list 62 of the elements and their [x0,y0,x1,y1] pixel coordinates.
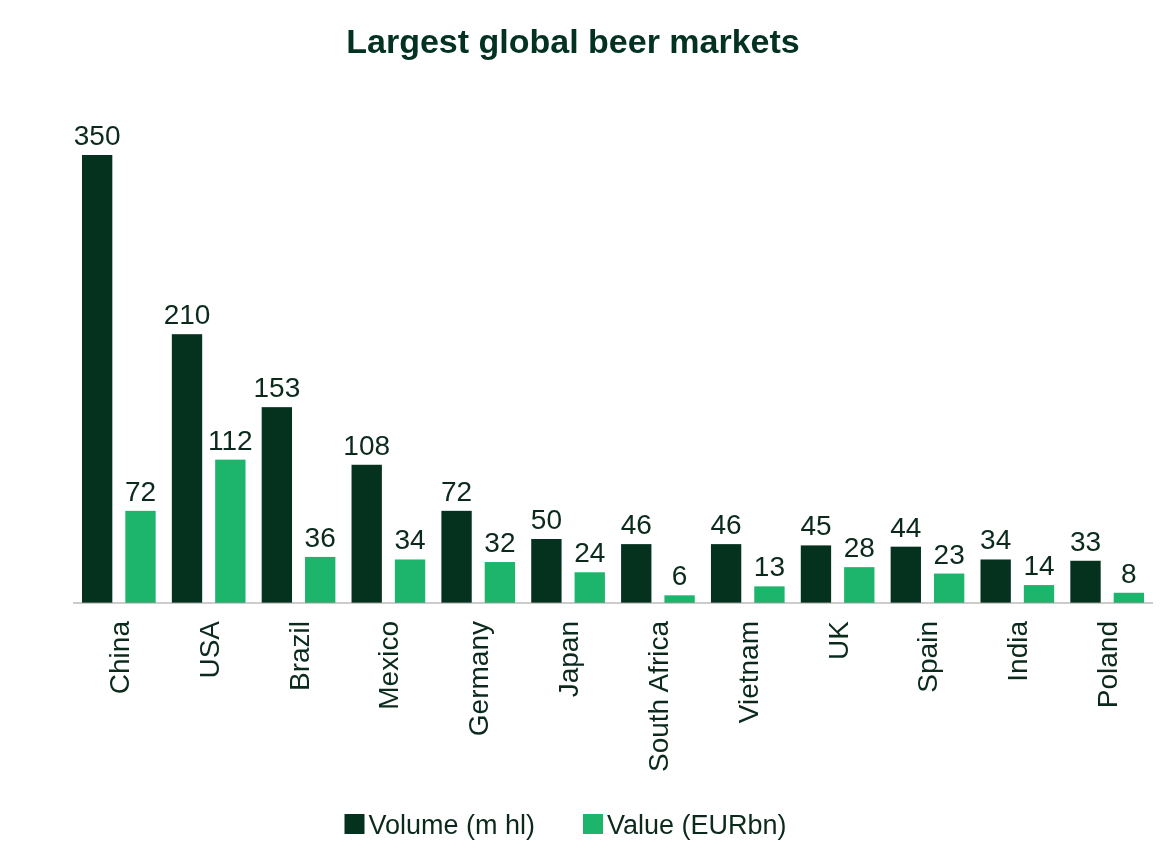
bar [531,539,562,603]
x-tick-label: Spain [912,621,944,693]
data-label: 108 [343,429,391,461]
chart-title: Largest global beer markets [346,22,800,60]
data-label: 14 [1023,550,1055,582]
legend-label: Value (EURbn) [607,810,787,840]
bar [664,595,695,603]
data-label: 44 [890,511,922,543]
data-label: 112 [208,424,253,456]
bar [1070,560,1101,603]
data-label: 34 [394,524,426,556]
bar [441,510,472,603]
data-label: 32 [484,527,516,559]
data-label: 72 [440,475,473,507]
bar [484,562,516,603]
x-tick-label: India [1002,620,1034,682]
x-tick-label: South Africa [642,620,674,772]
data-label: 72 [124,475,157,507]
bar [621,544,652,603]
x-tick-label: UK [822,620,854,660]
x-tick-label: Japan [553,621,585,698]
data-label: 23 [933,538,965,570]
data-label: 153 [253,372,301,404]
data-label: 210 [163,299,211,331]
bar [1023,585,1055,603]
bar [125,510,156,603]
data-label: 50 [530,504,562,535]
bar [890,546,921,603]
data-label: 24 [574,537,606,569]
bar [215,459,246,603]
bar [351,464,382,603]
data-label: 8 [1121,557,1137,589]
data-label: 34 [980,524,1012,556]
data-label: 46 [710,509,742,541]
x-tick-label: Mexico [373,621,405,710]
bar [171,334,203,603]
bar [574,572,605,603]
bar [305,556,336,603]
data-label: 46 [620,509,652,541]
x-tick-label: China [103,620,135,695]
bar [754,586,785,603]
bar [261,407,293,603]
x-tick-label: Brazil [283,621,315,692]
legend-label: Volume (m hl) [368,810,536,840]
data-label: 13 [753,551,786,583]
data-label: 36 [304,521,336,553]
bar [933,573,965,603]
data-label: 33 [1069,525,1102,557]
data-label: 350 [73,120,121,151]
bar [394,559,426,603]
bar [81,155,113,603]
data-label: 28 [843,532,875,564]
data-label: 6 [671,560,688,592]
data-label: 45 [800,510,832,542]
bar [800,545,832,603]
bar [710,544,742,603]
x-tick-label: USA [193,620,225,679]
x-tick-label: Germany [463,621,495,737]
x-tick-label: Vietnam [732,621,764,724]
x-tick-label: Poland [1092,621,1124,709]
bar [844,567,875,603]
bar [980,559,1011,603]
